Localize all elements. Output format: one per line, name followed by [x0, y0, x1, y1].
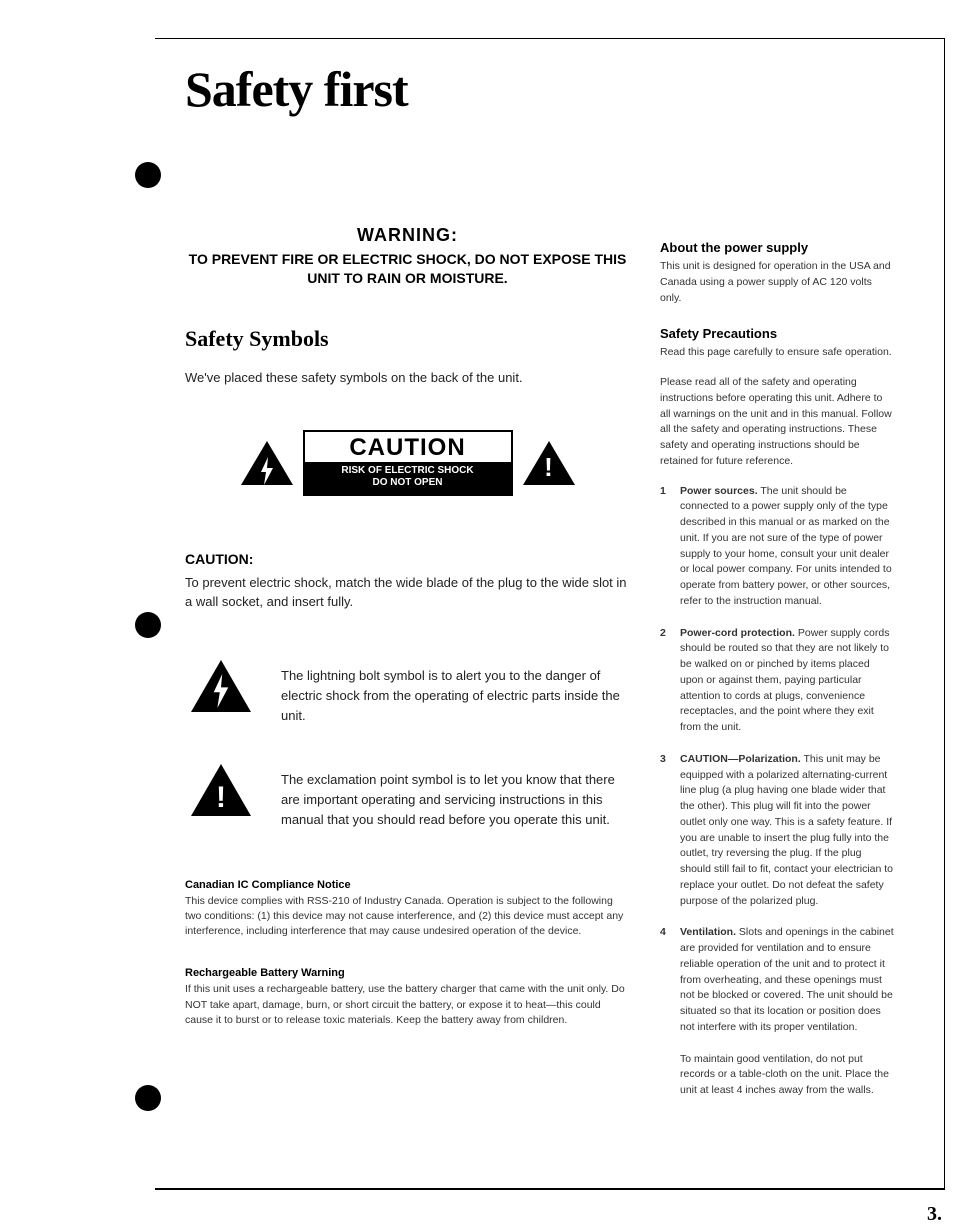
- exclamation-description: The exclamation point symbol is to let y…: [281, 764, 630, 830]
- list-item: 3 CAUTION—Polarization. This unit may be…: [660, 752, 895, 910]
- exclamation-triangle-icon: !: [191, 764, 251, 816]
- canadian-text: This device complies with RSS-210 of Ind…: [185, 894, 630, 940]
- battery-heading: Rechargeable Battery Warning: [185, 967, 630, 979]
- item-lead: CAUTION—Polarization.: [680, 753, 801, 765]
- caution-line2: DO NOT OPEN: [372, 477, 442, 488]
- warning-block: WARNING: TO PREVENT FIRE OR ELECTRIC SHO…: [185, 225, 630, 288]
- precautions-block: Safety Precautions Read this page carefu…: [660, 326, 895, 1099]
- bolt-triangle-icon: [241, 441, 293, 485]
- item-number: 3: [660, 752, 670, 910]
- power-supply-heading: About the power supply: [660, 240, 895, 255]
- page-title: Safety first: [185, 60, 408, 118]
- item-text: Slots and openings in the cabinet are pr…: [680, 926, 894, 1033]
- right-column: About the power supply This unit is desi…: [660, 240, 895, 1119]
- caution-black-band: RISK OF ELECTRIC SHOCK DO NOT OPEN: [305, 462, 511, 494]
- caution-text: To prevent electric shock, match the wid…: [185, 573, 630, 612]
- bolt-description: The lightning bolt symbol is to alert yo…: [281, 660, 630, 726]
- item-text: This unit may be equipped with a polariz…: [680, 753, 893, 907]
- list-item: 1 Power sources. The unit should be conn…: [660, 484, 895, 610]
- hole-punch-mark: [135, 612, 161, 638]
- precautions-intro2: Please read all of the safety and operat…: [660, 375, 895, 470]
- item-number: 4: [660, 925, 670, 1035]
- caution-big-text: CAUTION: [305, 432, 511, 462]
- item-number: 1: [660, 484, 670, 610]
- list-item: 4 Ventilation. Slots and openings in the…: [660, 925, 895, 1035]
- caution-line1: RISK OF ELECTRIC SHOCK: [341, 465, 473, 476]
- warning-text: TO PREVENT FIRE OR ELECTRIC SHOCK, DO NO…: [185, 250, 630, 288]
- power-supply-block: About the power supply This unit is desi…: [660, 240, 895, 306]
- item-lead: Power-cord protection.: [680, 627, 795, 639]
- canadian-heading: Canadian IC Compliance Notice: [185, 879, 630, 891]
- item-lead: Power sources.: [680, 485, 758, 497]
- hole-punch-mark: [135, 1085, 161, 1111]
- exclamation-triangle-icon: !: [523, 441, 575, 485]
- item-text: The unit should be connected to a power …: [680, 485, 892, 607]
- power-supply-text: This unit is designed for operation in t…: [660, 259, 895, 306]
- item-text: Power supply cords should be routed so t…: [680, 627, 889, 734]
- precautions-heading: Safety Precautions: [660, 326, 895, 341]
- bolt-symbol-row: The lightning bolt symbol is to alert yo…: [185, 660, 630, 726]
- page-number: 3.: [927, 1203, 942, 1226]
- item-number: 2: [660, 626, 670, 736]
- precautions-intro1: Read this page carefully to ensure safe …: [660, 345, 895, 361]
- caution-box: CAUTION RISK OF ELECTRIC SHOCK DO NOT OP…: [303, 430, 513, 496]
- list-item: 2 Power-cord protection. Power supply co…: [660, 626, 895, 736]
- safety-symbols-intro: We've placed these safety symbols on the…: [185, 370, 630, 385]
- left-column: WARNING: TO PREVENT FIRE OR ELECTRIC SHO…: [185, 225, 630, 1028]
- precautions-tail: To maintain good ventilation, do not put…: [680, 1052, 895, 1099]
- battery-text: If this unit uses a rechargeable battery…: [185, 982, 630, 1028]
- exclamation-symbol-row: ! The exclamation point symbol is to let…: [185, 764, 630, 830]
- caution-label-row: CAUTION RISK OF ELECTRIC SHOCK DO NOT OP…: [185, 430, 630, 496]
- precautions-list: 1 Power sources. The unit should be conn…: [660, 484, 895, 1036]
- hole-punch-mark: [135, 162, 161, 188]
- warning-title: WARNING:: [185, 225, 630, 246]
- safety-symbols-heading: Safety Symbols: [185, 326, 630, 352]
- bolt-triangle-icon: [191, 660, 251, 712]
- item-lead: Ventilation.: [680, 926, 736, 938]
- caution-heading: CAUTION:: [185, 551, 630, 567]
